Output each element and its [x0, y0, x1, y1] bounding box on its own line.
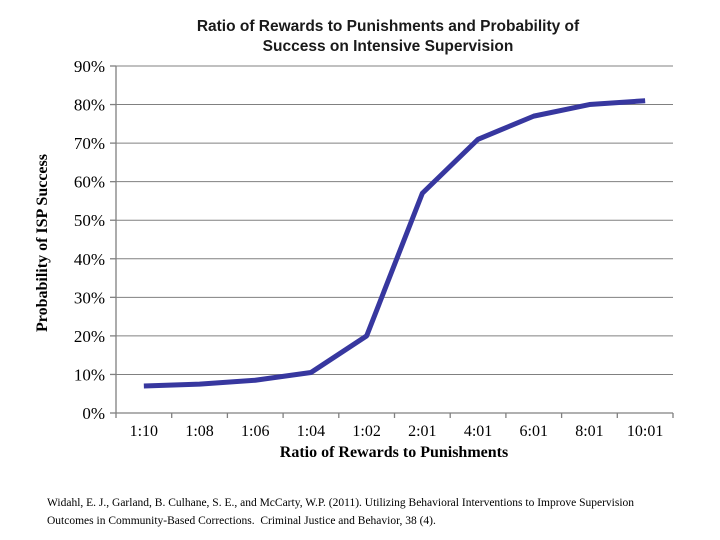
chart-title-line1: Ratio of Rewards to Punishments and Prob… [197, 18, 580, 35]
x-tick-label: 6:01 [520, 423, 548, 440]
x-tick-label: 1:10 [130, 423, 158, 440]
y-tick-label: 0% [82, 404, 105, 423]
y-tick-label: 70% [74, 134, 105, 153]
ticks-group [110, 65, 674, 418]
x-tick-label: 8:01 [575, 423, 603, 440]
x-axis-title: Ratio of Rewards to Punishments [280, 444, 508, 461]
data-series-group [143, 98, 646, 389]
citation-line1: Widahl, E. J., Garland, B. Culhane, S. E… [47, 497, 635, 509]
axes-group [115, 66, 673, 414]
gridlines-group [116, 65, 673, 375]
data-line [143, 98, 646, 389]
y-tick-label: 40% [74, 250, 105, 269]
y-tick-label: 50% [74, 211, 105, 230]
y-tick-label: 10% [74, 365, 105, 384]
y-tick-label: 90% [74, 57, 105, 76]
tick-labels-group: 0% 10% 20% 30% 40% 50% 60% 70% 80% 90% 1:10 1:08 1:0… [74, 57, 664, 440]
chart-title-line2: Success on Intensive Supervision [263, 38, 514, 55]
x-tick-label: 1:06 [241, 423, 269, 440]
x-tick-label: 1:02 [352, 423, 380, 440]
citation-line2: Outcomes in Community-Based Corrections.… [47, 515, 436, 527]
y-axis-title: Probability of ISP Success [34, 154, 51, 332]
y-tick-label: 20% [74, 327, 105, 346]
x-tick-label: 1:08 [185, 423, 213, 440]
x-tick-label: 4:01 [464, 423, 492, 440]
chart: 0% 10% 20% 30% 40% 50% 60% 70% 80% 90% 1:10 1:08 1:0… [34, 18, 674, 461]
x-tick-label: 10:01 [627, 423, 663, 440]
y-tick-label: 80% [74, 96, 105, 115]
x-tick-label: 1:04 [297, 423, 325, 440]
x-tick-label: 2:01 [408, 423, 436, 440]
citation: Widahl, E. J., Garland, B. Culhane, S. E… [47, 494, 687, 530]
y-tick-label: 30% [74, 288, 105, 307]
y-tick-label: 60% [74, 173, 105, 192]
